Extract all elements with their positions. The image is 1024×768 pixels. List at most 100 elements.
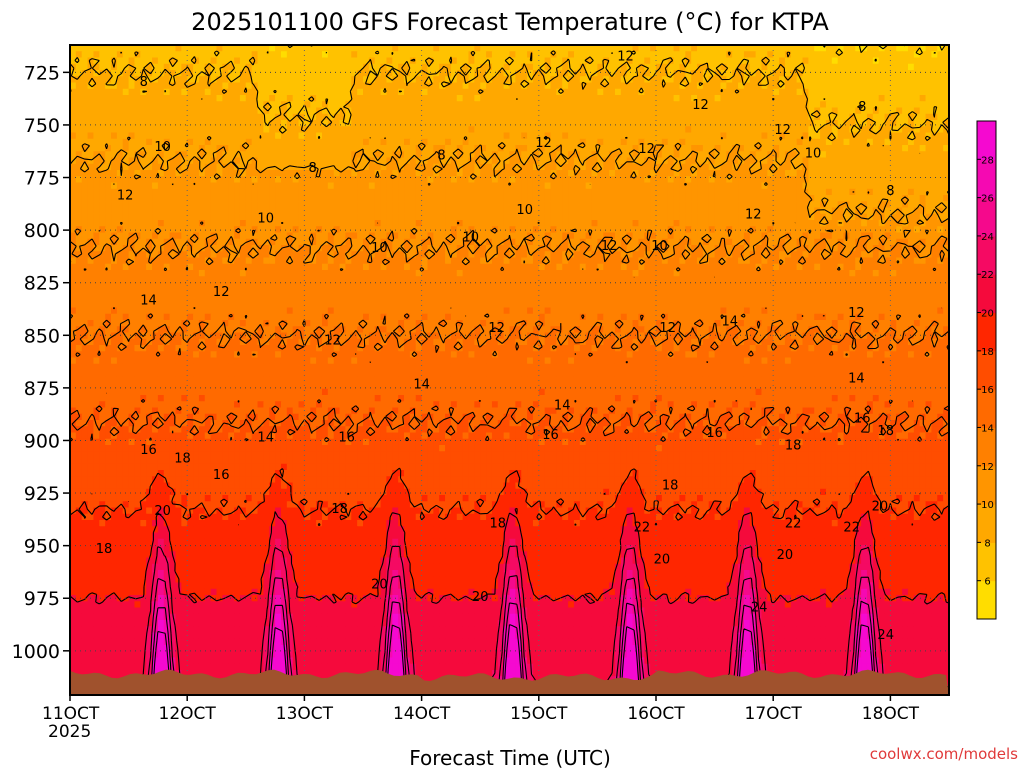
- field-cell: [439, 95, 446, 102]
- field-cell: [697, 189, 704, 196]
- field-cell: [920, 64, 927, 71]
- field-cell: [410, 201, 417, 208]
- field-cell: [551, 239, 558, 246]
- field-cell: [146, 176, 153, 183]
- field-cell: [457, 89, 464, 96]
- field-cell: [562, 64, 569, 71]
- field-cell: [427, 201, 434, 208]
- field-cell: [392, 58, 399, 65]
- field-cell: [240, 101, 247, 108]
- field-cell: [486, 208, 493, 215]
- field-cell: [685, 114, 692, 121]
- field-cell: [761, 51, 768, 58]
- field-cell: [586, 139, 593, 146]
- field-cell: [445, 189, 452, 196]
- field-cell: [715, 45, 722, 52]
- field-cell: [422, 201, 429, 208]
- field-cell: [879, 176, 886, 183]
- field-cell: [281, 189, 288, 196]
- field-cell: [345, 70, 352, 77]
- field-cell: [879, 70, 886, 77]
- field-cell: [785, 101, 792, 108]
- field-cell: [621, 108, 628, 115]
- field-cell: [357, 133, 364, 140]
- field-cell: [222, 108, 229, 115]
- field-cell: [205, 195, 212, 202]
- field-cell: [410, 195, 417, 202]
- field-cell: [222, 201, 229, 208]
- field-cell: [867, 76, 874, 83]
- field-cell: [123, 101, 130, 108]
- field-cell: [504, 208, 511, 215]
- field-cell: [269, 76, 276, 83]
- field-cell: [228, 126, 235, 133]
- field-cell: [750, 89, 757, 96]
- field-cell: [609, 195, 616, 202]
- field-cell: [750, 95, 757, 102]
- field-cell: [152, 89, 159, 96]
- field-cell: [914, 64, 921, 71]
- field-cell: [691, 226, 698, 233]
- field-cell: [902, 189, 909, 196]
- field-cell: [211, 101, 218, 108]
- field-cell: [709, 189, 716, 196]
- field-cell: [234, 126, 241, 133]
- field-cell: [357, 89, 364, 96]
- field-cell: [123, 220, 130, 227]
- field-cell: [826, 233, 833, 240]
- field-cell: [422, 95, 429, 102]
- field-cell: [609, 164, 616, 171]
- field-cell: [908, 51, 915, 58]
- field-cell: [152, 120, 159, 127]
- field-cell: [304, 58, 311, 65]
- field-cell: [808, 70, 815, 77]
- field-cell: [486, 176, 493, 183]
- field-cell: [363, 214, 370, 221]
- field-cell: [527, 45, 534, 52]
- field-cell: [258, 195, 265, 202]
- field-cell: [451, 126, 458, 133]
- field-cell: [521, 95, 528, 102]
- field-cell: [328, 133, 335, 140]
- field-cell: [334, 183, 341, 190]
- field-cell: [316, 89, 323, 96]
- field-cell: [674, 83, 681, 90]
- field-cell: [533, 51, 540, 58]
- field-cell: [275, 158, 282, 165]
- field-cell: [287, 201, 294, 208]
- field-cell: [621, 239, 628, 246]
- field-cell: [861, 151, 868, 158]
- field-cell: [299, 214, 306, 221]
- field-cell: [105, 183, 112, 190]
- field-cell: [879, 89, 886, 96]
- field-cell: [638, 183, 645, 190]
- field-cell: [217, 239, 224, 246]
- field-cell: [615, 95, 622, 102]
- field-cell: [88, 214, 95, 221]
- field-cell: [88, 170, 95, 177]
- field-cell: [545, 51, 552, 58]
- field-cell: [685, 208, 692, 215]
- field-cell: [539, 89, 546, 96]
- field-cell: [293, 195, 300, 202]
- field-cell: [779, 45, 786, 52]
- field-cell: [158, 83, 165, 90]
- field-cell: [93, 176, 100, 183]
- field-cell: [703, 133, 710, 140]
- field-cell: [855, 133, 862, 140]
- field-cell: [855, 164, 862, 171]
- field-cell: [211, 70, 218, 77]
- field-cell: [310, 70, 317, 77]
- field-cell: [533, 239, 540, 246]
- field-cell: [217, 189, 224, 196]
- field-cell: [381, 126, 388, 133]
- field-cell: [926, 195, 933, 202]
- field-cell: [480, 245, 487, 252]
- field-cell: [756, 233, 763, 240]
- field-cell: [703, 164, 710, 171]
- field-cell: [369, 201, 376, 208]
- field-cell: [785, 70, 792, 77]
- field-cell: [170, 101, 177, 108]
- field-cell: [263, 64, 270, 71]
- field-cell: [492, 95, 499, 102]
